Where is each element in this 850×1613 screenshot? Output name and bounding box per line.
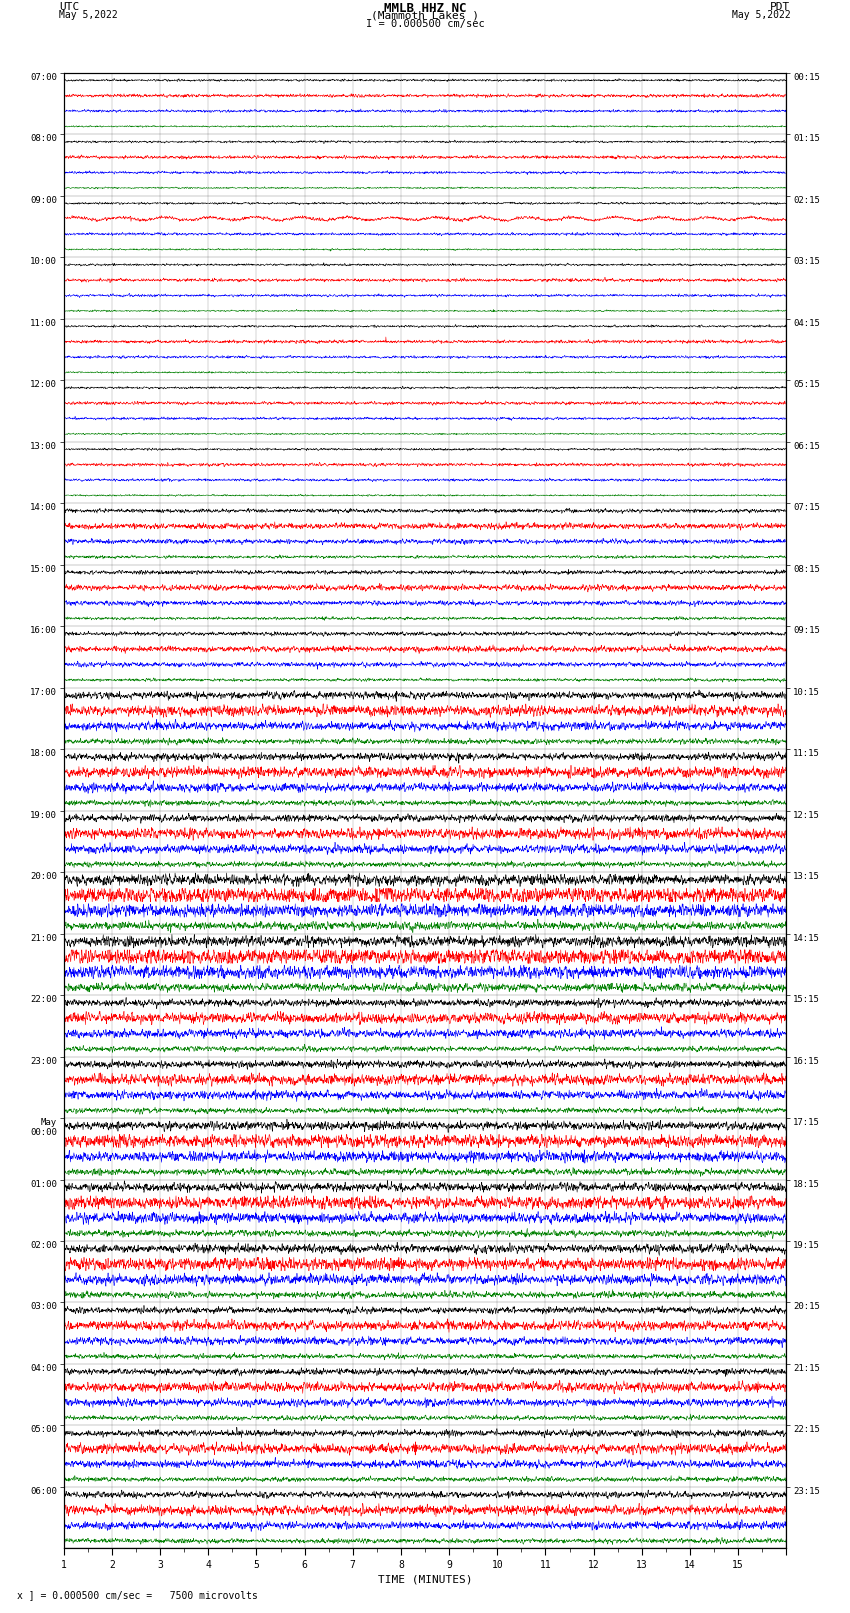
X-axis label: TIME (MINUTES): TIME (MINUTES) [377, 1574, 473, 1584]
Text: MMLB HHZ NC: MMLB HHZ NC [383, 3, 467, 16]
Text: UTC: UTC [60, 3, 80, 13]
Text: x ] = 0.000500 cm/sec =   7500 microvolts: x ] = 0.000500 cm/sec = 7500 microvolts [17, 1590, 258, 1600]
Text: (Mammoth Lakes ): (Mammoth Lakes ) [371, 11, 479, 21]
Text: May 5,2022: May 5,2022 [60, 11, 118, 21]
Text: May 5,2022: May 5,2022 [732, 11, 791, 21]
Text: PDT: PDT [770, 3, 790, 13]
Text: I = 0.000500 cm/sec: I = 0.000500 cm/sec [366, 18, 484, 29]
